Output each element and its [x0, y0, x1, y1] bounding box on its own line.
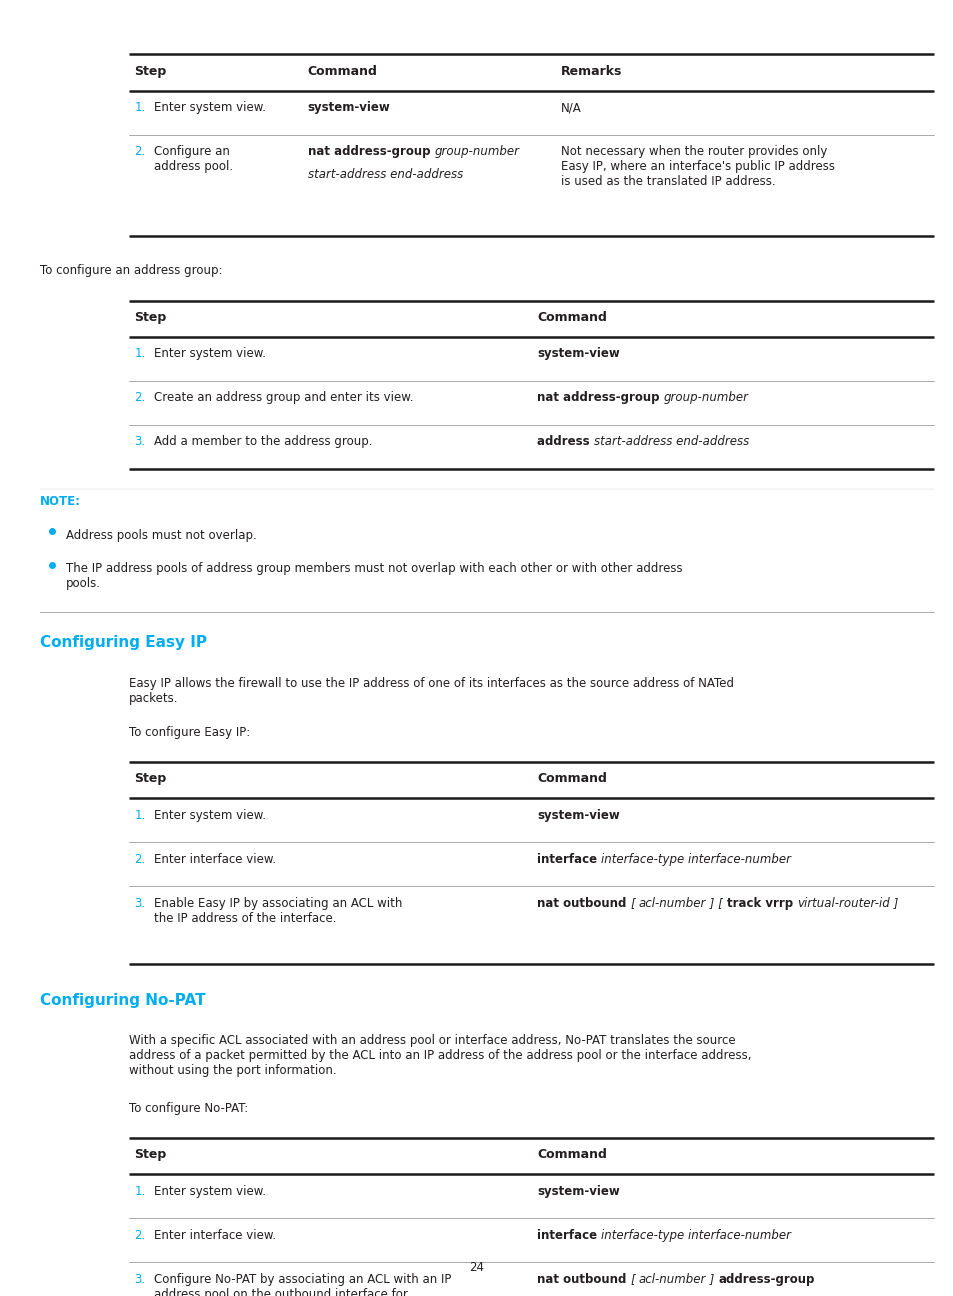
- Text: Enter system view.: Enter system view.: [153, 1185, 265, 1198]
- Text: Not necessary when the router provides only
Easy IP, where an interface's public: Not necessary when the router provides o…: [560, 145, 835, 188]
- Text: 1.: 1.: [134, 101, 146, 114]
- Text: ]: ]: [889, 897, 898, 910]
- Text: interface: interface: [537, 853, 600, 866]
- Text: nat address-group: nat address-group: [537, 391, 663, 404]
- Text: Command: Command: [307, 65, 377, 78]
- Text: Enter system view.: Enter system view.: [153, 347, 265, 360]
- Text: nat outbound: nat outbound: [537, 1273, 630, 1286]
- Text: To configure Easy IP:: To configure Easy IP:: [129, 726, 250, 739]
- Text: system-view: system-view: [307, 101, 390, 114]
- Text: virtual-router-id: virtual-router-id: [797, 897, 889, 910]
- Text: 2.: 2.: [134, 853, 146, 866]
- Text: Step: Step: [134, 65, 167, 78]
- Text: The IP address pools of address group members must not overlap with each other o: The IP address pools of address group me…: [66, 562, 681, 591]
- Text: track vrrp: track vrrp: [726, 897, 797, 910]
- Text: 1.: 1.: [134, 1185, 146, 1198]
- Text: group-number: group-number: [663, 391, 748, 404]
- Text: 3.: 3.: [134, 1273, 146, 1286]
- Text: ]: ]: [705, 1273, 718, 1286]
- Text: system-view: system-view: [537, 1185, 619, 1198]
- Text: start-address end-address: start-address end-address: [593, 435, 748, 448]
- Text: interface-type interface-number: interface-type interface-number: [600, 853, 791, 866]
- Text: Command: Command: [537, 772, 606, 785]
- Text: system-view: system-view: [537, 809, 619, 822]
- Text: Step: Step: [134, 311, 167, 324]
- Text: interface-type interface-number: interface-type interface-number: [600, 1229, 791, 1242]
- Text: Easy IP allows the firewall to use the IP address of one of its interfaces as th: Easy IP allows the firewall to use the I…: [129, 677, 733, 705]
- Text: 24: 24: [469, 1261, 484, 1274]
- Text: Enter interface view.: Enter interface view.: [153, 1229, 275, 1242]
- Text: [: [: [630, 897, 639, 910]
- Text: 1.: 1.: [134, 809, 146, 822]
- Text: With a specific ACL associated with an address pool or interface address, No-PAT: With a specific ACL associated with an a…: [129, 1034, 751, 1077]
- Text: 2.: 2.: [134, 1229, 146, 1242]
- Text: To configure No-PAT:: To configure No-PAT:: [129, 1102, 248, 1115]
- Text: N/A: N/A: [560, 101, 581, 114]
- Text: acl-number: acl-number: [639, 897, 705, 910]
- Text: [: [: [630, 1273, 639, 1286]
- Text: Configure an
address pool.: Configure an address pool.: [153, 145, 233, 174]
- Text: address-group: address-group: [718, 1273, 814, 1286]
- Text: Command: Command: [537, 1148, 606, 1161]
- Text: address: address: [537, 435, 593, 448]
- Text: Enter interface view.: Enter interface view.: [153, 853, 275, 866]
- Text: Command: Command: [537, 311, 606, 324]
- Text: NOTE:: NOTE:: [40, 495, 81, 508]
- Text: 2.: 2.: [134, 391, 146, 404]
- Text: 3.: 3.: [134, 897, 146, 910]
- Text: Configuring No-PAT: Configuring No-PAT: [40, 993, 206, 1008]
- Text: start-address end-address: start-address end-address: [307, 168, 462, 181]
- Text: Configuring Easy IP: Configuring Easy IP: [40, 635, 207, 651]
- Text: Enter system view.: Enter system view.: [153, 809, 265, 822]
- Text: ] [: ] [: [705, 897, 726, 910]
- Text: nat outbound: nat outbound: [537, 897, 630, 910]
- Text: 2.: 2.: [134, 145, 146, 158]
- Text: To configure an address group:: To configure an address group:: [40, 264, 222, 277]
- Text: Configure No-PAT by associating an ACL with an IP
address pool on the outbound i: Configure No-PAT by associating an ACL w…: [153, 1273, 451, 1296]
- Text: Enter system view.: Enter system view.: [153, 101, 265, 114]
- Text: Address pools must not overlap.: Address pools must not overlap.: [66, 529, 256, 542]
- Text: Create an address group and enter its view.: Create an address group and enter its vi…: [153, 391, 413, 404]
- Text: Enable Easy IP by associating an ACL with
the IP address of the interface.: Enable Easy IP by associating an ACL wit…: [153, 897, 401, 925]
- Text: system-view: system-view: [537, 347, 619, 360]
- Text: group-number: group-number: [434, 145, 518, 158]
- Text: nat address-group: nat address-group: [307, 145, 434, 158]
- Text: 3.: 3.: [134, 435, 146, 448]
- Text: 1.: 1.: [134, 347, 146, 360]
- Text: interface: interface: [537, 1229, 600, 1242]
- Text: Step: Step: [134, 772, 167, 785]
- Text: Add a member to the address group.: Add a member to the address group.: [153, 435, 372, 448]
- Text: Step: Step: [134, 1148, 167, 1161]
- Text: acl-number: acl-number: [639, 1273, 705, 1286]
- Text: Remarks: Remarks: [560, 65, 622, 78]
